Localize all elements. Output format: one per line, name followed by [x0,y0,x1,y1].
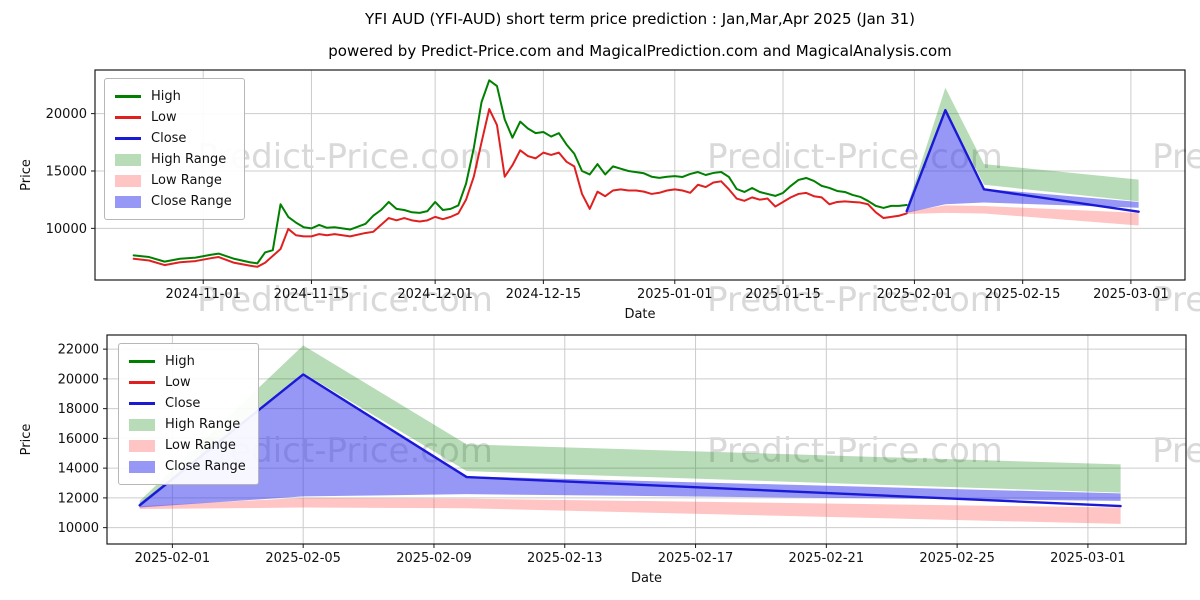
x-tick-label: 2025-01-15 [745,287,821,302]
y-tick-label: 18000 [58,402,99,417]
watermark-text: Predict-Price.com [197,280,493,320]
y-axis-label: Price [19,424,34,456]
legend-item: Close Range [115,191,232,212]
top-chart-legend: High Low Close High Range Low Range Close Ran… [104,78,245,220]
y-tick-label: 10000 [46,222,87,237]
x-tick-label: 2025-03-01 [1050,551,1126,566]
x-tick-label: 2025-02-17 [658,551,734,566]
legend-label: Close [165,396,201,411]
x-axis-label: Date [631,571,662,586]
x-tick-label: 2025-02-21 [789,551,865,566]
x-tick-label: 2025-02-15 [985,287,1061,302]
close-range-band [906,110,1139,213]
x-tick-label: 2025-02-25 [919,551,995,566]
legend-label: Close Range [151,194,232,209]
low-range-band [139,497,1121,524]
y-tick-label: 16000 [58,432,99,447]
legend-patch-swatch [129,418,155,431]
legend-label: High Range [151,152,227,167]
legend-label: High Range [165,417,241,432]
high-line [132,79,908,265]
x-axis-label: Date [624,307,655,322]
legend-label: Low [151,110,177,125]
y-tick-label: 15000 [46,164,87,179]
y-tick-label: 10000 [58,521,99,536]
y-tick-label: 12000 [58,491,99,506]
bottom-chart: Predict-Price.comPredict-Price.comPredic… [19,334,1200,586]
legend-line-swatch [115,116,141,119]
watermark-text: Predict-Price.com [707,431,1003,471]
watermark-text: Predict-Price.com [1152,280,1200,320]
y-tick-label: 20000 [46,107,87,122]
legend-label: Low Range [165,438,236,453]
x-tick-label: 2025-02-09 [396,551,472,566]
y-tick-label: 20000 [58,372,99,387]
y-tick-label: 22000 [58,343,99,358]
legend-label: Close Range [165,459,246,474]
legend-item: Close Range [129,456,246,477]
figure-subtitle: powered by Predict-Price.com and Magical… [328,42,952,60]
legend-line-swatch [115,95,141,98]
legend-label: High [151,89,181,104]
legend-item: High Range [129,414,246,435]
x-tick-label: 2024-11-01 [165,287,241,302]
legend-line-swatch [115,137,141,140]
legend-item: High Range [115,149,232,170]
y-axis-label: Price [19,159,34,191]
legend-item: High [115,86,232,107]
x-tick-label: 2024-12-15 [506,287,582,302]
low-range-band [906,205,1139,226]
plot-border [94,69,1186,281]
watermark-text: Predict-Price.com [707,280,1003,320]
x-tick-label: 2025-02-01 [135,551,211,566]
legend-line-swatch [129,381,155,384]
legend-patch-swatch [129,460,155,473]
legend-line-swatch [129,360,155,363]
y-tick-label: 14000 [58,462,99,477]
high-range-band [906,87,1139,210]
top-chart: Predict-Price.com Predict-Price.com Predic… [19,69,1200,322]
legend-item: Close [129,393,246,414]
legend-item: Low Range [115,170,232,191]
legend-line-swatch [129,402,155,405]
x-tick-label: 2025-02-05 [265,551,341,566]
x-tick-label: 2025-01-01 [637,287,713,302]
watermark-text: Predict-Price.com [1152,137,1200,177]
watermark-text: Predict-Price.com [197,137,493,177]
watermark-text: Predict-Price.com [1152,431,1200,471]
legend-item: High [129,351,246,372]
close-line [905,108,1140,213]
plot-border [106,334,1187,545]
legend-item: Low [129,372,246,393]
x-tick-label: 2024-12-01 [397,287,473,302]
x-tick-label: 2025-02-01 [877,287,953,302]
legend-label: Low [165,375,191,390]
legend-label: High [165,354,195,369]
x-tick-label: 2025-03-01 [1093,287,1169,302]
legend-item: Low Range [129,435,246,456]
low-line [132,108,908,268]
legend-patch-swatch [115,153,141,166]
x-tick-label: 2025-02-13 [527,551,603,566]
close-range-band [139,374,1121,508]
figure-title: YFI AUD (YFI-AUD) short term price predi… [364,10,916,28]
bottom-chart-legend: High Low Close High Range Low Range Close Ran… [118,343,259,485]
legend-patch-swatch [115,174,141,187]
x-tick-label: 2024-11-15 [274,287,350,302]
legend-label: Close [151,131,187,146]
high-range-band [139,345,1121,504]
legend-label: Low Range [151,173,222,188]
legend-item: Low [115,107,232,128]
legend-patch-swatch [115,195,141,208]
legend-item: Close [115,128,232,149]
legend-patch-swatch [129,439,155,452]
